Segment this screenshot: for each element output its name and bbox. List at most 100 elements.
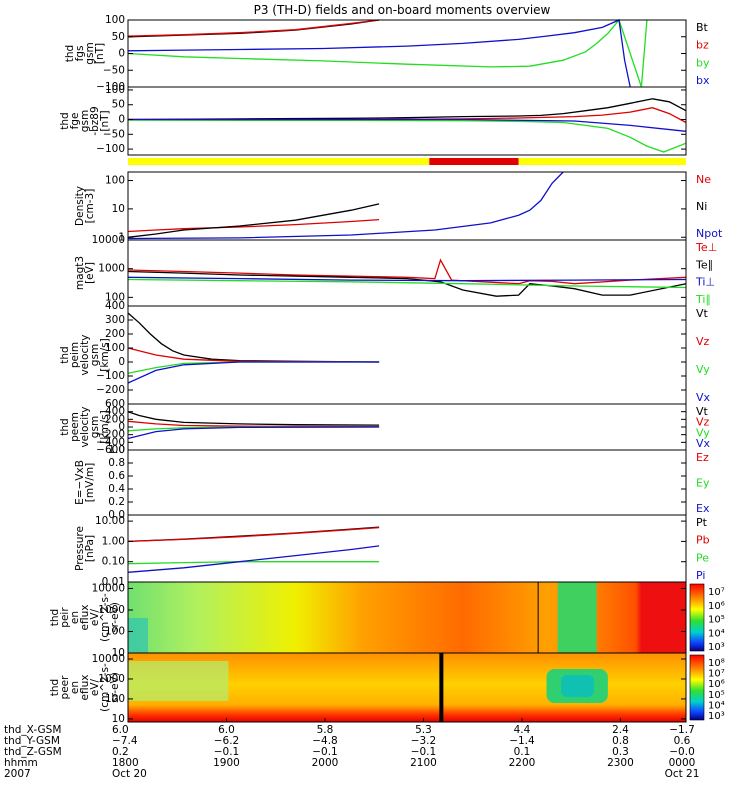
- peem-legend-vz: Vz: [696, 416, 710, 429]
- fge-series-by-line: [127, 119, 687, 153]
- temp-series-te-line: [127, 270, 687, 297]
- efield-legend-ey: Ey: [696, 477, 710, 490]
- xaxis-tick-value: −4.8: [312, 735, 338, 747]
- xaxis-tick-value: 0.1: [514, 746, 531, 758]
- xaxis-row-label: thd_Z-GSM: [4, 746, 62, 758]
- xaxis-row-label: thd_X-GSM: [4, 724, 61, 736]
- peem-ylabel-line: peem: [69, 412, 81, 442]
- xaxis-row-label: thd_Y-GSM: [4, 735, 60, 747]
- fge-ylabel-line: [nT]: [99, 110, 111, 131]
- temp-ytick-label: 1000: [98, 263, 125, 275]
- peim-ylabel-line: [km/s]: [99, 338, 111, 372]
- xaxis-tick-value: 2000: [312, 757, 339, 769]
- efield-ytick-label: 0.4: [108, 483, 125, 495]
- peer-colorbar-tick: 10³: [708, 711, 725, 722]
- temp-ylabel-line: magt3: [74, 256, 86, 290]
- efield-legend-ez: Ez: [696, 451, 709, 464]
- peir-colorbar: 10⁷ 10⁶ 10⁵ 10⁴ 10³: [689, 583, 725, 653]
- density-frame: [127, 171, 687, 241]
- density-ylabel-line: Density: [74, 186, 86, 226]
- peer-colorbar-tick: 10⁶: [708, 679, 725, 690]
- xaxis-tick-value: −1.7: [669, 724, 695, 736]
- peim-legend: Vt Vz Vy Vx: [696, 307, 711, 404]
- pressure-ytick-label: 0.10: [102, 556, 125, 568]
- fge-ytick-label: −50: [103, 128, 125, 140]
- pressure-ytick-label: 0.01: [102, 576, 125, 588]
- density-legend-npot: Npot: [696, 227, 723, 240]
- density-ytick-label: 100: [105, 175, 125, 187]
- peir-ylabel-line: peir: [59, 607, 71, 628]
- fge-series-bt-line: [127, 98, 687, 121]
- temp-ylabel-line: [eV]: [84, 262, 96, 284]
- peir-colorbar-tick: 10⁵: [708, 615, 725, 626]
- fgs-series-bz-line: [127, 19, 380, 37]
- efield-ylabel-line: E=−VxB: [74, 460, 86, 505]
- peir-ytick-label: 100: [105, 625, 125, 637]
- peer-ylabel-line: sr-eV): [109, 672, 121, 703]
- fge-frame: [127, 86, 687, 156]
- peim-ytick-label: 200: [105, 328, 125, 340]
- efield-ytick-label: 0.2: [108, 496, 125, 508]
- efield-ylabel-line: [mV/m]: [84, 463, 96, 502]
- panels: 100500−50−100thdfgsgsm[nT]Btbzbybx100500…: [49, 14, 725, 725]
- panel-peem: 6004002000−200−400−600thdpeemvelocitygsm…: [59, 398, 711, 456]
- peir-spectrogram: [128, 582, 686, 653]
- efield-ytick-label: 1.0: [108, 444, 125, 456]
- efield-ytick-label: 0.0: [108, 509, 125, 521]
- xaxis-tick-value: −0.1: [312, 746, 338, 758]
- efield-ytick-label: 0.8: [108, 457, 125, 469]
- peim-series-vt-line: [127, 312, 380, 363]
- xaxis-tick-value: 2100: [410, 757, 437, 769]
- peir-ytick-label: 10: [112, 647, 125, 659]
- temp-series-ti-line: [127, 278, 687, 289]
- panel-density: 100 10 1 Density[cm-3] Ne Ni Npot: [74, 171, 723, 243]
- peem-ytick-label: 200: [105, 413, 125, 425]
- panel-peer: 10⁸10⁷10⁶10⁵10⁴10³10000100010010thdpeere…: [49, 652, 725, 725]
- pressure-ytick-label: 1.00: [102, 535, 125, 547]
- peim-ytick-label: 100: [105, 342, 125, 354]
- peem-ytick-label: −400: [96, 436, 125, 448]
- peer-colorbar-tick: 10⁸: [708, 658, 725, 669]
- fgs-ytick-label: 100: [105, 14, 125, 26]
- xaxis-tick-value: 6.0: [112, 724, 129, 736]
- density-ylabel: Density[cm-3]: [74, 186, 96, 226]
- xaxis-tick-value: 6.0: [218, 724, 235, 736]
- peim-legend-vy: Vy: [696, 363, 710, 376]
- temp-ytick-label: 100: [105, 291, 125, 303]
- fge-ytick-label: −100: [96, 143, 125, 155]
- density-series-ne-line: [127, 218, 380, 233]
- fgs-legend-bx: bx: [696, 74, 710, 87]
- peem-ylabel-line: thd: [59, 418, 71, 435]
- efield-ytick-label: 0.6: [108, 470, 125, 482]
- panel-pressure: 10.00 1.00 0.10 0.01 Pressure[nPa] Pt Pb Pe Pi: [74, 514, 710, 588]
- peim-ytick-label: 400: [105, 300, 125, 312]
- fge-ylabel-line: gsm: [79, 110, 91, 132]
- peer-green-patch: [128, 661, 229, 701]
- peir-ylabel-line: eflux: [79, 605, 91, 631]
- peem-legend-vt: Vt: [696, 405, 709, 418]
- peir-green-band: [557, 582, 597, 653]
- xaxis-tick-value: −0.1: [214, 746, 240, 758]
- peem-ytick-label: −600: [96, 444, 125, 456]
- pressure-ytick-label: 10.00: [95, 515, 125, 527]
- fgs-legend-bt: Bt: [696, 21, 709, 34]
- peer-data-gap: [439, 653, 444, 722]
- x-axis-labels: thd_X-GSMthd_Y-GSMthd_Z-GSMhhmm20076.0−7…: [4, 718, 699, 780]
- peir-low-energy-patch: [128, 618, 148, 653]
- xaxis-row-label: 2007: [4, 768, 31, 780]
- fgs-ytick-label: −100: [96, 81, 125, 93]
- density-ytick-label: 1: [118, 231, 125, 243]
- peir-ylabel-line: sr-eV): [109, 602, 121, 633]
- xaxis-tick-value: 4.4: [514, 724, 531, 736]
- temp-legend-te: Te∥: [695, 258, 713, 271]
- pressure-frame: [127, 514, 687, 583]
- panel-efield: 1.00.80.60.40.20.0 E=−VxB[mV/m] Ez Ey Ex: [74, 444, 710, 521]
- fgs-frame: [127, 19, 687, 88]
- panel-temp: 10000 1000 100 magt3[eV] Te⊥ Te∥ Ti⊥ Ti∥: [74, 234, 717, 307]
- fge-ylabel-line: thd: [59, 112, 71, 129]
- peim-series-vx-line: [127, 361, 380, 384]
